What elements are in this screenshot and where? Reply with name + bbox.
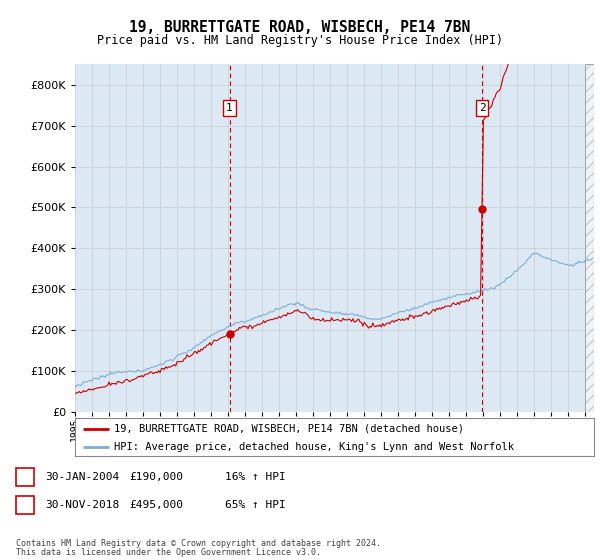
Bar	[586, 64, 594, 412]
Text: 30-NOV-2018: 30-NOV-2018	[45, 500, 119, 510]
Text: 16% ↑ HPI: 16% ↑ HPI	[225, 472, 286, 482]
Text: £495,000: £495,000	[129, 500, 183, 510]
Text: 19, BURRETTGATE ROAD, WISBECH, PE14 7BN: 19, BURRETTGATE ROAD, WISBECH, PE14 7BN	[130, 20, 470, 35]
Text: 2: 2	[479, 103, 485, 113]
Text: £190,000: £190,000	[129, 472, 183, 482]
Text: This data is licensed under the Open Government Licence v3.0.: This data is licensed under the Open Gov…	[16, 548, 321, 557]
Text: 30-JAN-2004: 30-JAN-2004	[45, 472, 119, 482]
Text: Contains HM Land Registry data © Crown copyright and database right 2024.: Contains HM Land Registry data © Crown c…	[16, 539, 381, 548]
Text: HPI: Average price, detached house, King's Lynn and West Norfolk: HPI: Average price, detached house, King…	[114, 442, 514, 452]
Text: 65% ↑ HPI: 65% ↑ HPI	[225, 500, 286, 510]
Text: Price paid vs. HM Land Registry's House Price Index (HPI): Price paid vs. HM Land Registry's House …	[97, 34, 503, 46]
Text: 1: 1	[22, 472, 29, 482]
Text: 19, BURRETTGATE ROAD, WISBECH, PE14 7BN (detached house): 19, BURRETTGATE ROAD, WISBECH, PE14 7BN …	[114, 423, 464, 433]
Bar	[586, 64, 594, 412]
Text: 1: 1	[226, 103, 233, 113]
Text: 2: 2	[22, 500, 29, 510]
